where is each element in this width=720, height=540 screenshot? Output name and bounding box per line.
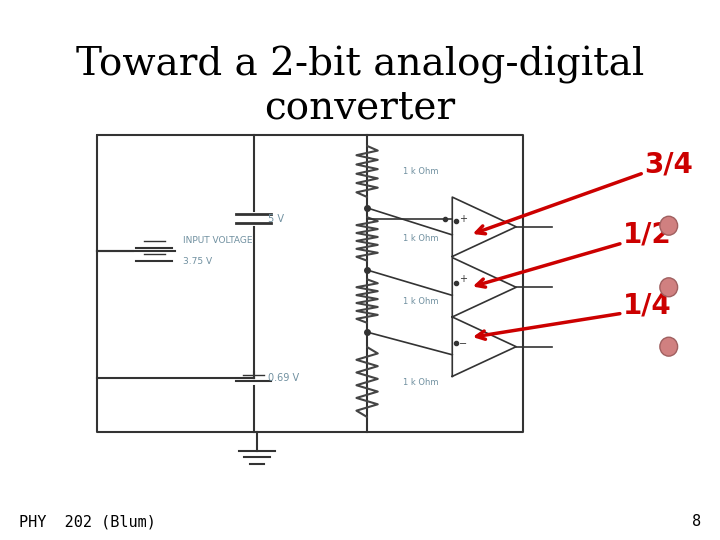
Text: converter: converter [264, 90, 456, 126]
Text: 1/2: 1/2 [623, 221, 671, 249]
Text: INPUT VOLTAGE: INPUT VOLTAGE [183, 236, 252, 245]
Text: 1/4: 1/4 [623, 291, 671, 319]
Text: +: + [459, 214, 467, 224]
Ellipse shape [660, 278, 678, 297]
Text: 5 V: 5 V [268, 214, 284, 224]
Text: 8: 8 [691, 514, 701, 529]
Text: −: − [459, 339, 467, 349]
Text: 1 k Ohm: 1 k Ohm [402, 234, 438, 244]
Ellipse shape [660, 337, 678, 356]
Text: 3.75 V: 3.75 V [183, 258, 212, 266]
Text: 1 k Ohm: 1 k Ohm [402, 167, 438, 176]
Ellipse shape [660, 217, 678, 235]
Text: 1 k Ohm: 1 k Ohm [402, 296, 438, 306]
Text: 1 k Ohm: 1 k Ohm [402, 377, 438, 387]
Text: 0.69 V: 0.69 V [268, 373, 299, 383]
Text: +: + [459, 274, 467, 284]
Text: Toward a 2-bit analog-digital: Toward a 2-bit analog-digital [76, 46, 644, 84]
Text: 3/4: 3/4 [644, 151, 693, 179]
Text: PHY  202 (Blum): PHY 202 (Blum) [19, 514, 156, 529]
